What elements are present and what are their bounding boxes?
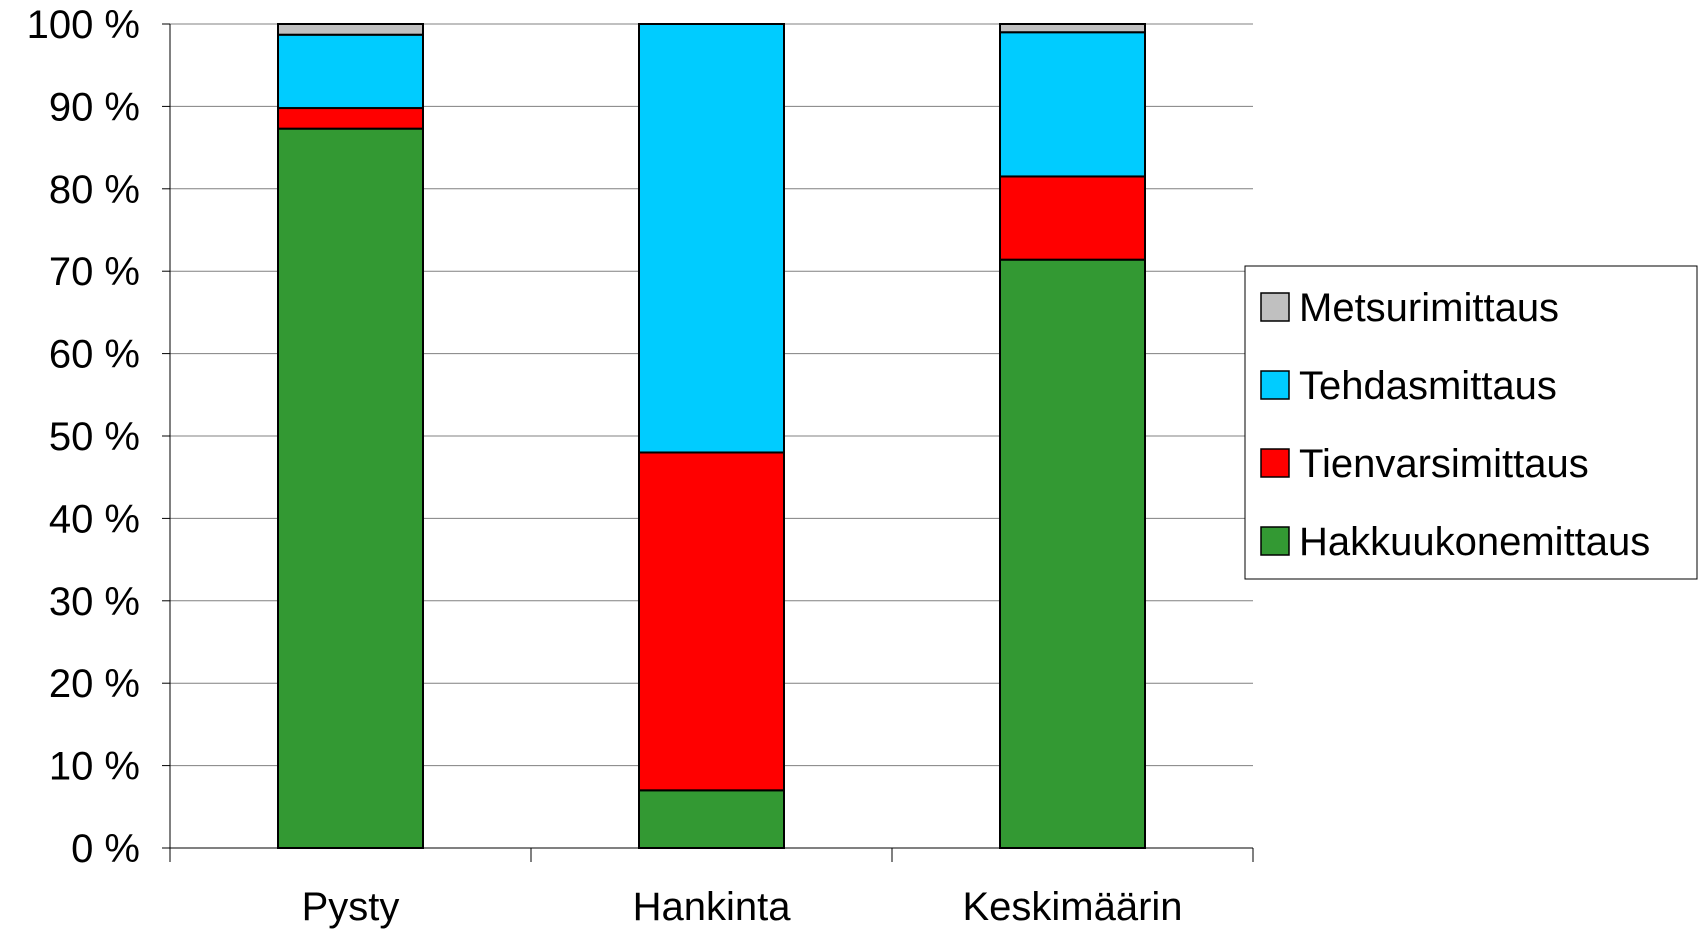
x-tick-labels: Pysty Hankinta Keskimäärin <box>302 885 1183 929</box>
legend-label: Hakkuukonemittaus <box>1299 520 1650 564</box>
x-tick-label: Keskimäärin <box>962 885 1182 929</box>
bar-segment-hakkuukonemittaus-pysty <box>277 127 424 849</box>
bar-segment-metsurimittaus-keskimäärin <box>999 23 1146 34</box>
legend-swatch <box>1260 370 1290 400</box>
y-tick-label: 40 % <box>49 497 140 541</box>
y-tick-label: 0 % <box>71 827 140 871</box>
bar-segment-hakkuukonemittaus-keskimäärin <box>999 258 1146 849</box>
x-tick-label: Hankinta <box>633 885 792 929</box>
bar-segment-hakkuukonemittaus-hankinta <box>638 789 785 850</box>
y-tick-label: 100 % <box>27 3 140 47</box>
x-tick-label: Pysty <box>302 885 400 929</box>
y-tick-labels: 0 % 10 % 20 % 30 % 40 % 50 % 60 % 70 % 80 % 90 % 1… <box>27 3 140 871</box>
legend-swatch <box>1260 292 1290 322</box>
y-tick-label: 10 % <box>49 745 140 789</box>
legend-label: Metsurimittaus <box>1299 286 1559 330</box>
bar-segment-tehdasmittaus-keskimäärin <box>999 31 1146 178</box>
bar-segment-metsurimittaus-pysty <box>277 23 424 36</box>
y-tick-label: 20 % <box>49 662 140 706</box>
legend-label: Tehdasmittaus <box>1299 364 1557 408</box>
bar-segment-tehdasmittaus-hankinta <box>638 23 785 454</box>
y-tick-label: 60 % <box>49 333 140 377</box>
bar-segment-tienvarsimittaus-keskimäärin <box>999 175 1146 261</box>
legend-label: Tienvarsimittaus <box>1299 442 1589 486</box>
legend-swatch <box>1260 526 1290 556</box>
bar-segment-tienvarsimittaus-pysty <box>277 107 424 130</box>
y-tick-label: 80 % <box>49 168 140 212</box>
bars <box>277 23 1146 850</box>
y-tick-label: 30 % <box>49 580 140 624</box>
y-tick-label: 50 % <box>49 415 140 459</box>
y-tick-label: 70 % <box>49 250 140 294</box>
bar-segment-tehdasmittaus-pysty <box>277 33 424 110</box>
bar-segment-tienvarsimittaus-hankinta <box>638 451 785 792</box>
legend-box <box>1244 265 1698 580</box>
y-tick-label: 90 % <box>49 85 140 129</box>
legend-swatch <box>1260 448 1290 478</box>
legend: Metsurimittaus Tehdasmittaus Tienvarsimitt… <box>1244 265 1698 580</box>
